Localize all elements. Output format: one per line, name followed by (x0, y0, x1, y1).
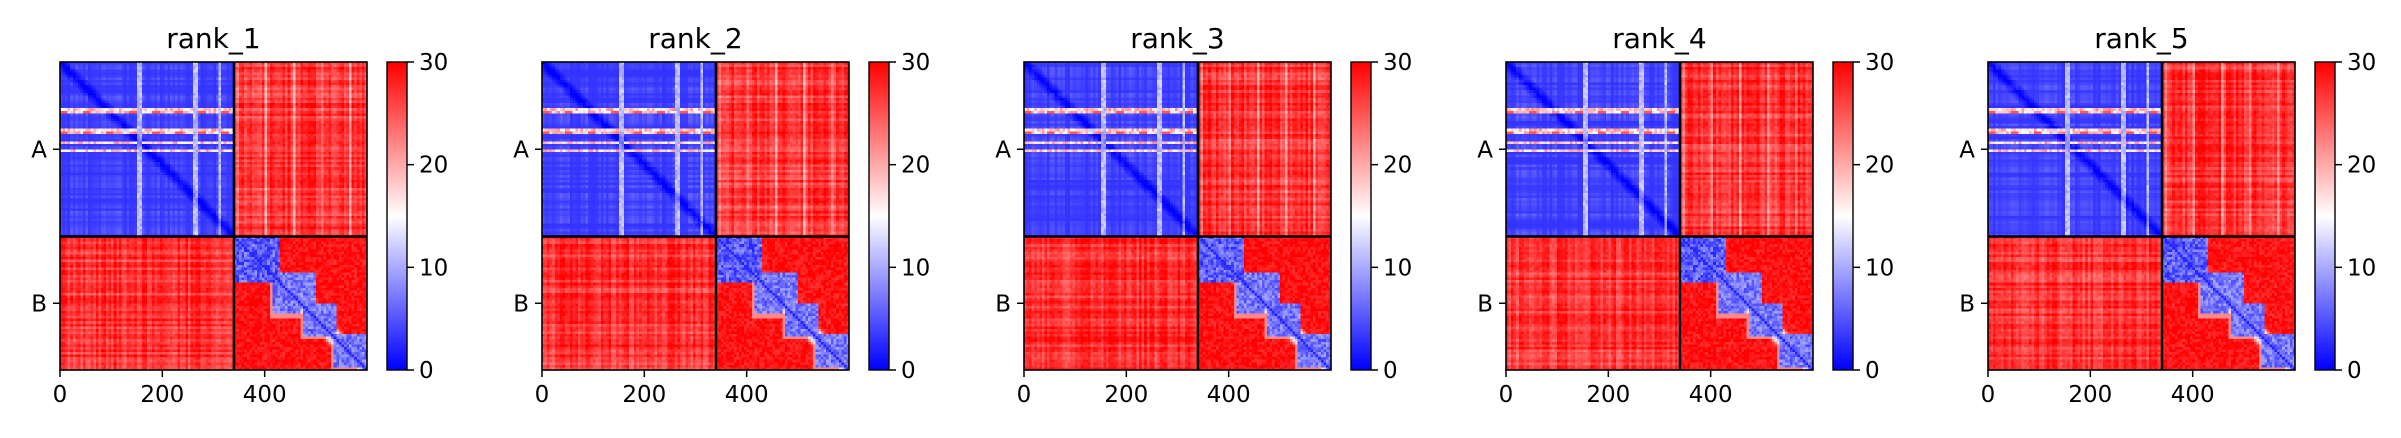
colorbar-tick-label: 0 (1383, 358, 1398, 384)
colorbar-tick-label: 10 (419, 255, 448, 281)
x-tick-label: 200 (622, 382, 666, 408)
y-tick-label: B (1477, 291, 1493, 317)
heatmap-panel-4: rank_4 0 200 400 A B 0 10 20 30 (1477, 22, 1894, 408)
colorbar (1351, 62, 1371, 370)
colorbar-tick-label: 20 (419, 153, 448, 179)
x-tick-label: 400 (2171, 382, 2215, 408)
x-tick-label: 0 (535, 382, 550, 408)
y-tick-label: B (31, 291, 47, 317)
x-tick-label: 400 (1689, 382, 1733, 408)
x-tick-label: 0 (1981, 382, 1996, 408)
plot-frame (59, 61, 368, 371)
heatmap-image (60, 62, 367, 370)
x-tick-label: 200 (140, 382, 184, 408)
colorbar-tick-label: 10 (1865, 255, 1894, 281)
colorbar-tick-label: 0 (2347, 358, 2362, 384)
colorbar-tick-label: 0 (901, 358, 916, 384)
panel-title: rank_5 (2094, 22, 2188, 55)
x-tick-label: 0 (1017, 382, 1032, 408)
heatmap-image (1988, 62, 2295, 370)
y-tick-label: B (513, 291, 529, 317)
plot-frame (1023, 61, 1332, 371)
y-tick-label: A (1477, 137, 1493, 163)
x-tick-label: 400 (243, 382, 287, 408)
x-tick-label: 400 (725, 382, 769, 408)
y-tick-label: B (995, 291, 1011, 317)
heatmap-image (1024, 62, 1331, 370)
heatmap-panel-2: rank_2 0 200 400 A B 0 10 20 30 (513, 22, 930, 408)
y-tick-label: B (1959, 291, 1975, 317)
colorbar-tick-label: 30 (1865, 50, 1894, 76)
plot-frame (1505, 61, 1814, 371)
colorbar-tick-label: 20 (1383, 153, 1412, 179)
heatmap-image (542, 62, 849, 370)
x-tick-label: 200 (1586, 382, 1630, 408)
colorbar-tick-label: 30 (1383, 50, 1412, 76)
plot-frame (541, 61, 850, 371)
colorbar (387, 62, 407, 370)
panel-title: rank_4 (1612, 22, 1706, 55)
colorbar-frame (1350, 61, 1372, 371)
colorbar-frame (386, 61, 408, 371)
colorbar-tick-label: 20 (1865, 153, 1894, 179)
colorbar-frame (1832, 61, 1854, 371)
x-tick-label: 200 (2068, 382, 2112, 408)
colorbar-tick-label: 0 (419, 358, 434, 384)
colorbar (2315, 62, 2335, 370)
colorbar (1833, 62, 1853, 370)
panel-title: rank_3 (1130, 22, 1224, 55)
heatmap-panel-5: rank_5 0 200 400 A B 0 10 20 30 (1959, 22, 2376, 408)
colorbar-tick-label: 0 (1865, 358, 1880, 384)
colorbar (869, 62, 889, 370)
heatmap-image (1506, 62, 1813, 370)
colorbar-tick-label: 30 (419, 50, 448, 76)
colorbar-tick-label: 10 (2347, 255, 2376, 281)
plot-frame (1987, 61, 2296, 371)
colorbar-tick-label: 30 (901, 50, 930, 76)
x-tick-label: 0 (1499, 382, 1514, 408)
y-tick-label: A (1959, 137, 1975, 163)
x-tick-label: 0 (53, 382, 68, 408)
panel-title: rank_1 (166, 22, 260, 55)
heatmap-panel-1: rank_1 0 200 400 A B 0 10 20 30 (31, 22, 448, 408)
colorbar-frame (2314, 61, 2336, 371)
colorbar-tick-label: 10 (901, 255, 930, 281)
x-tick-label: 200 (1104, 382, 1148, 408)
y-tick-label: A (513, 137, 529, 163)
x-tick-label: 400 (1207, 382, 1251, 408)
heatmap-panel-3: rank_3 0 200 400 A B 0 10 20 30 (995, 22, 1412, 408)
colorbar-tick-label: 30 (2347, 50, 2376, 76)
colorbar-tick-label: 20 (901, 153, 930, 179)
y-tick-label: A (31, 137, 47, 163)
colorbar-tick-label: 20 (2347, 153, 2376, 179)
panel-title: rank_2 (648, 22, 742, 55)
colorbar-frame (868, 61, 890, 371)
colorbar-tick-label: 10 (1383, 255, 1412, 281)
y-tick-label: A (995, 137, 1011, 163)
